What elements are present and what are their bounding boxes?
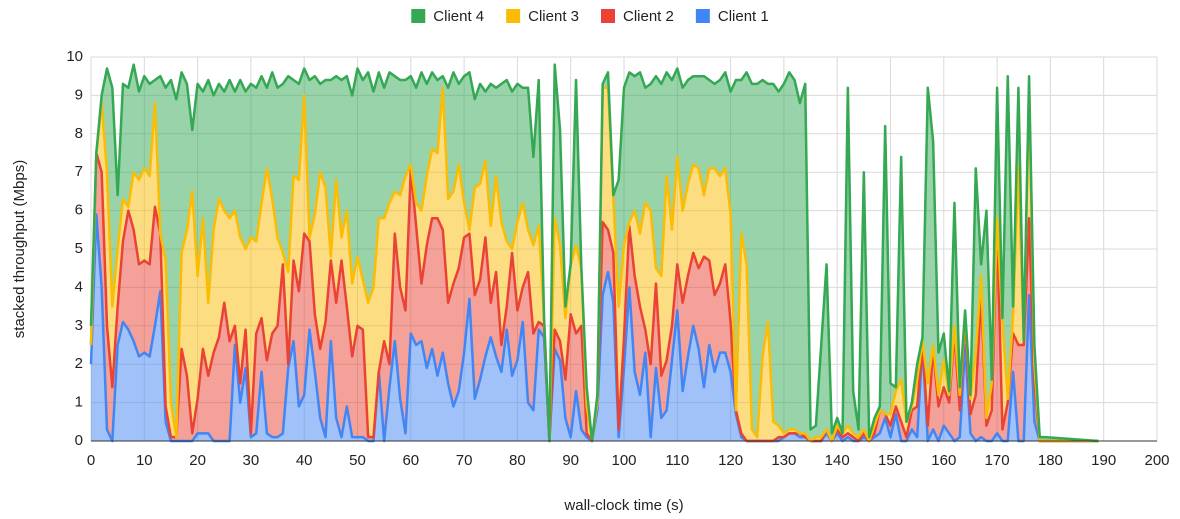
x-tick-label: 80 (509, 452, 526, 469)
y-tick-label: 3 (75, 317, 83, 334)
x-tick-label: 70 (456, 452, 473, 469)
legend-item: Client 3 (506, 8, 579, 25)
x-tick-label: 120 (718, 452, 743, 469)
legend-swatch (695, 9, 710, 23)
y-tick-label: 2 (75, 355, 83, 372)
y-tick-label: 6 (75, 202, 83, 219)
y-tick-label: 4 (75, 278, 83, 295)
x-tick-label: 110 (665, 452, 689, 469)
y-tick-label: 9 (75, 86, 83, 103)
legend-swatch (411, 9, 426, 23)
x-tick-label: 50 (349, 452, 366, 469)
area (91, 153, 1099, 441)
y-axis-title: stacked throughput (Mbps) (11, 160, 28, 338)
x-tick-label: 60 (402, 452, 419, 469)
x-axis-title: wall-clock time (s) (563, 497, 683, 514)
x-tick-label: 100 (611, 452, 636, 469)
x-tick-label: 150 (878, 452, 903, 469)
x-tick-label: 130 (771, 452, 796, 469)
x-tick-label: 160 (931, 452, 956, 469)
x-tick-label: 140 (825, 452, 850, 469)
y-tick-label: 8 (75, 125, 83, 142)
areas (89, 63, 1099, 443)
series-line (89, 213, 1099, 443)
legend-swatch (506, 9, 521, 23)
series-line (89, 63, 1099, 443)
legend-label: Client 1 (718, 8, 769, 25)
y-tick-label: 10 (66, 48, 83, 65)
legend-label: Client 3 (528, 8, 579, 25)
x-tick-label: 0 (87, 452, 95, 469)
legend-item: Client 1 (695, 8, 769, 25)
legend: Client 4 Client 3 Client 2 Client 1 (411, 8, 769, 25)
x-tick-label: 90 (562, 452, 579, 469)
y-tick-label: 5 (75, 240, 83, 257)
x-tick-label: 20 (189, 452, 206, 469)
x-tick-label: 190 (1091, 452, 1116, 469)
x-tick-label: 30 (243, 452, 260, 469)
x-tick-label: 10 (136, 452, 153, 469)
series-line (89, 151, 1099, 443)
legend-label: Client 4 (433, 8, 484, 25)
x-tick-label: 180 (1038, 452, 1063, 469)
x-tick-label: 170 (985, 452, 1010, 469)
legend-swatch (601, 9, 615, 23)
y-tick-label: 7 (75, 163, 83, 180)
y-tick-label: 0 (75, 432, 83, 449)
legend-item: Client 2 (601, 8, 674, 25)
legend-label: Client 2 (623, 8, 674, 25)
x-tick-label: 40 (296, 452, 313, 469)
y-tick-label: 1 (75, 394, 83, 411)
x-tick-label: 200 (1144, 452, 1169, 469)
area (91, 64, 1099, 442)
legend-item: Client 4 (411, 8, 484, 25)
